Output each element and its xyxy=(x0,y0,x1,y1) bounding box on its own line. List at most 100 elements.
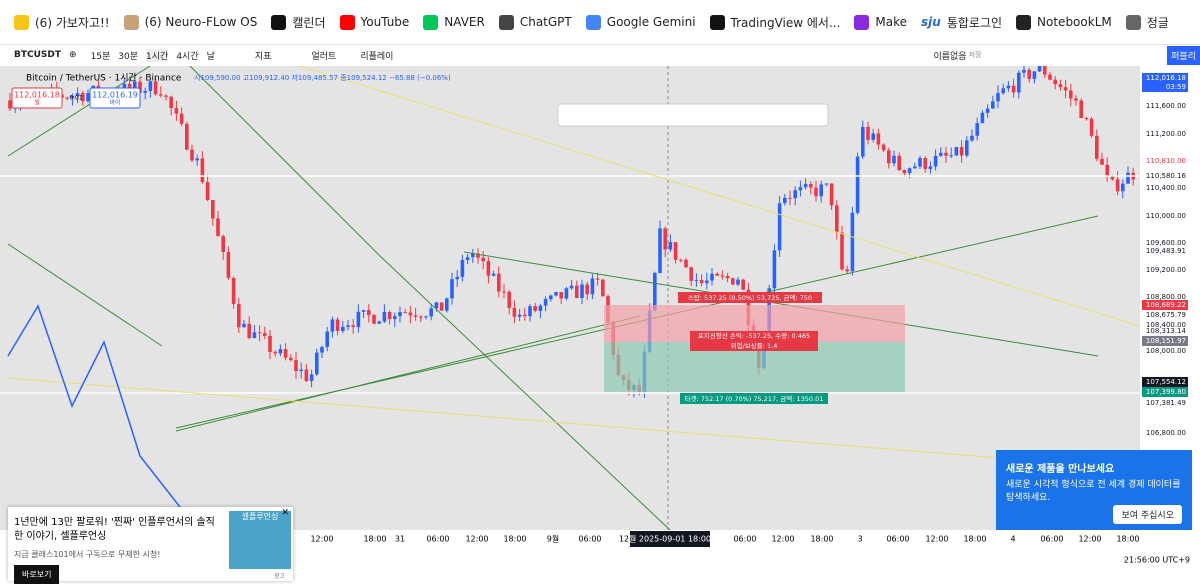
candle-body xyxy=(829,183,834,206)
candle-body xyxy=(179,113,184,124)
candle-body xyxy=(1069,90,1073,99)
candle-body xyxy=(159,94,163,96)
candle-body xyxy=(413,315,418,317)
notice-popup: 새로운 제품을 만나보세요 새로운 시각적 형식으로 전 세계 경제 데이터를 … xyxy=(996,450,1192,530)
spread: 0.01 xyxy=(69,95,83,102)
candle-body xyxy=(907,168,912,174)
bookmark[interactable]: 캘린더 xyxy=(271,14,326,31)
candle-body xyxy=(491,273,496,276)
ad-close[interactable]: ✕ xyxy=(281,508,289,518)
time-label: 4 xyxy=(1010,535,1015,544)
drawing-toolbar[interactable] xyxy=(557,103,829,127)
interval[interactable]: 1시간 xyxy=(146,48,169,62)
bookmark-icon xyxy=(423,14,439,30)
candle-body xyxy=(954,147,959,156)
candle-body xyxy=(975,123,979,136)
symbol[interactable]: BTCUSDT xyxy=(14,50,62,60)
bookmark[interactable]: (6) 가보자고!! xyxy=(14,14,110,31)
add[interactable]: ⊕ xyxy=(69,50,77,60)
interval[interactable]: 15분 xyxy=(90,51,111,62)
interval[interactable]: 4시간 xyxy=(176,51,199,62)
candle-body xyxy=(777,203,782,251)
candle-body xyxy=(944,152,948,156)
candle-body xyxy=(486,261,491,276)
wave-line xyxy=(7,304,199,531)
bookmark[interactable]: (6) Neuro-FLow OS xyxy=(123,14,257,30)
bookmark[interactable]: NAVER xyxy=(423,14,485,30)
candle-body xyxy=(523,314,527,317)
bookmark[interactable]: Google Gemini xyxy=(585,14,696,30)
bookmark-icon xyxy=(854,14,870,30)
layout-name[interactable]: 이름없음 xyxy=(933,51,967,62)
bookmark[interactable]: sju 통합로그인 xyxy=(921,14,1002,31)
alert[interactable]: 얼러트 xyxy=(311,51,337,62)
bookmark[interactable]: TradingView 에서... xyxy=(709,14,840,31)
bookmark[interactable]: NotebookLM xyxy=(1016,14,1112,30)
bookmark-icon xyxy=(14,14,29,30)
candle-body xyxy=(809,183,813,188)
publish[interactable]: 퍼블리 xyxy=(1167,45,1200,65)
buy-button[interactable] xyxy=(89,87,141,109)
candle-body xyxy=(263,333,267,336)
candle-body xyxy=(1089,118,1094,136)
price-label: 109,483.91 xyxy=(1146,247,1186,255)
interval[interactable]: 30분 xyxy=(118,51,139,62)
candle-body xyxy=(294,359,298,371)
target-label: 타겟: 752.17 (0.70%) 75,217, 금액: 1350.01 xyxy=(685,394,824,403)
notice-button[interactable]: 보여 주십시오 xyxy=(1113,505,1182,524)
candle-body xyxy=(575,285,579,299)
candle-body xyxy=(143,90,147,93)
candle-body xyxy=(283,349,288,358)
candle-body xyxy=(933,155,938,167)
candle-body xyxy=(881,144,886,151)
bookmark[interactable]: Make xyxy=(854,14,907,30)
clock: 21:56:00 UTC+9 xyxy=(1124,556,1190,565)
sell-button[interactable] xyxy=(11,87,63,109)
candle-body xyxy=(715,273,719,276)
candle-body xyxy=(668,242,673,250)
candle-body xyxy=(772,250,777,289)
candle-body xyxy=(892,155,896,164)
candle-body xyxy=(356,311,361,328)
candle-body xyxy=(1100,158,1104,165)
candle-body xyxy=(1105,164,1109,176)
candle-body xyxy=(190,149,194,161)
indicators[interactable]: 지표 xyxy=(254,51,272,62)
ad-button[interactable]: 바로보기 xyxy=(14,565,60,584)
candle-body xyxy=(169,96,173,109)
time-label: 31 xyxy=(395,535,405,544)
candle-body xyxy=(439,302,444,311)
bookmark[interactable]: YouTube xyxy=(339,14,409,30)
time-label: 12:00 xyxy=(771,535,794,544)
candle-body xyxy=(1063,87,1068,91)
candle-body xyxy=(814,187,818,197)
ad-image: 셀플루언싱 xyxy=(229,511,291,569)
price-label: 110,810.00 xyxy=(1146,157,1186,165)
candle-body xyxy=(720,275,725,277)
candle-body xyxy=(1084,117,1089,119)
candle-body xyxy=(471,253,475,258)
candle-body xyxy=(237,304,241,328)
candle-body xyxy=(788,197,792,199)
candle-body xyxy=(887,150,891,164)
replay[interactable]: 리플레이 xyxy=(360,51,394,62)
legend-ohlc: 시109,590.00 고109,912.40 저109,485.57 종109… xyxy=(194,73,451,82)
interval[interactable]: 날 xyxy=(206,51,215,62)
bookmark[interactable]: 정글 xyxy=(1125,14,1169,31)
candle-body xyxy=(923,157,927,169)
candle-body xyxy=(367,310,371,316)
candle-body xyxy=(1048,74,1052,80)
candle-body xyxy=(361,310,366,312)
candle-body xyxy=(538,305,543,311)
candle-body xyxy=(595,278,600,280)
candle-body xyxy=(673,242,678,260)
candle-body xyxy=(684,259,688,268)
candle-body xyxy=(138,81,142,93)
chart: 스탑: 537.25 (0.50%) 53,725, 금액: 750 포지션청산… xyxy=(0,66,1200,565)
candle-body xyxy=(1037,66,1042,72)
candle-body xyxy=(174,108,179,114)
candle-body xyxy=(705,280,709,284)
bookmark[interactable]: ChatGPT xyxy=(498,14,572,30)
candle-body xyxy=(1017,72,1021,93)
price-label: 108,800.00 xyxy=(1146,293,1186,301)
